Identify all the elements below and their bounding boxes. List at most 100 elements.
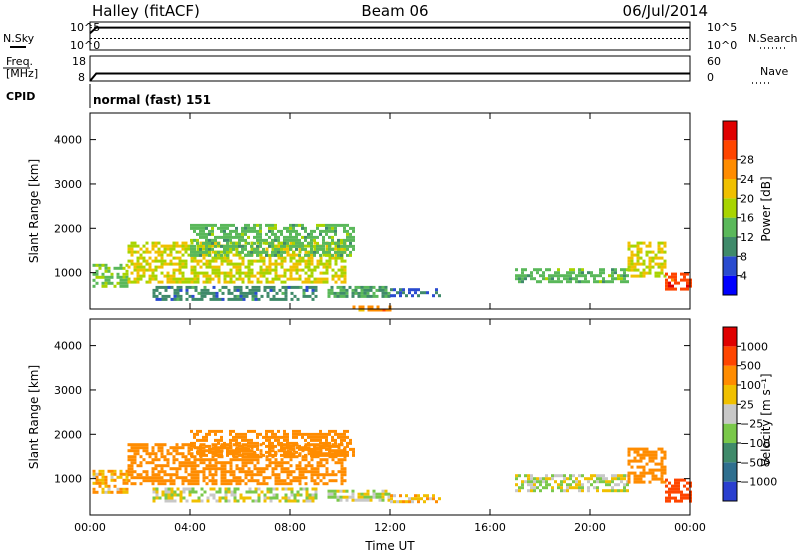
- data-cell: [301, 458, 305, 462]
- data-cell: [208, 229, 211, 233]
- data-cell: [206, 288, 210, 292]
- data-cell: [248, 496, 252, 500]
- data-cell: [250, 268, 254, 272]
- date-title: 06/Jul/2014: [623, 2, 708, 20]
- data-cell: [316, 464, 320, 468]
- data-cell: [337, 256, 341, 260]
- data-cell: [554, 474, 557, 478]
- data-cell: [346, 450, 349, 454]
- colorbar-tick-label: 12: [740, 231, 754, 244]
- colorbar-segment: [723, 462, 737, 482]
- data-cell: [328, 244, 331, 248]
- data-cell: [214, 265, 218, 269]
- data-cell: [175, 452, 179, 456]
- data-cell: [199, 259, 203, 263]
- data-cell: [184, 244, 188, 248]
- data-cell: [172, 271, 176, 275]
- data-cell: [426, 494, 429, 498]
- data-cell: [259, 229, 262, 233]
- data-cell: [307, 464, 311, 468]
- data-cell: [322, 244, 325, 248]
- data-cell: [578, 474, 581, 478]
- data-cell: [220, 453, 223, 457]
- data-cell: [251, 297, 255, 301]
- data-cell: [119, 281, 123, 285]
- data-cell: [152, 294, 156, 298]
- data-cell: [250, 438, 253, 442]
- data-cell: [642, 450, 646, 454]
- data-cell: [211, 232, 214, 236]
- data-cell: [226, 253, 229, 257]
- data-cell: [388, 308, 392, 312]
- data-cell: [289, 450, 292, 454]
- power-data: [92, 223, 692, 312]
- data-cell: [241, 238, 244, 242]
- data-cell: [196, 274, 200, 278]
- data-cell: [193, 244, 196, 248]
- data-cell: [196, 277, 200, 281]
- data-cell: [325, 447, 328, 451]
- data-cell: [349, 447, 352, 451]
- data-cell: [284, 496, 288, 500]
- data-cell: [572, 271, 575, 275]
- data-cell: [325, 223, 328, 227]
- data-cell: [235, 432, 238, 436]
- data-cell: [211, 476, 215, 480]
- data-cell: [319, 453, 322, 457]
- data-cell: [620, 477, 623, 481]
- data-cell: [256, 250, 259, 254]
- data-cell: [266, 490, 270, 494]
- data-cell: [130, 247, 134, 251]
- data-cell: [107, 469, 111, 473]
- data-cell: [265, 476, 269, 480]
- data-cell: [305, 487, 309, 491]
- data-cell: [295, 435, 298, 439]
- data-cell: [569, 280, 572, 284]
- data-cell: [116, 487, 120, 491]
- data-cell: [310, 470, 314, 474]
- data-cell: [257, 493, 261, 497]
- data-cell: [244, 229, 247, 233]
- data-cell: [223, 229, 226, 233]
- data-cell: [211, 238, 214, 242]
- data-cell: [665, 284, 668, 288]
- data-cell: [229, 235, 232, 239]
- data-cell: [238, 244, 241, 248]
- data-cell: [390, 294, 393, 298]
- data-cell: [236, 487, 240, 491]
- data-cell: [283, 467, 287, 471]
- data-cell: [226, 280, 230, 284]
- data-cell: [314, 288, 318, 292]
- data-cell: [202, 250, 205, 254]
- data-cell: [181, 443, 185, 447]
- data-cell: [363, 294, 367, 298]
- data-cell: [259, 432, 262, 436]
- data-cell: [136, 452, 140, 456]
- data-cell: [295, 235, 298, 239]
- data-cell: [313, 482, 317, 486]
- data-cell: [331, 268, 335, 272]
- data-cell: [316, 473, 320, 477]
- data-cell: [343, 479, 347, 483]
- data-cell: [241, 229, 244, 233]
- data-cell: [342, 291, 346, 295]
- data-cell: [304, 277, 308, 281]
- data-cell: [205, 232, 208, 236]
- data-cell: [313, 235, 316, 239]
- data-cell: [277, 482, 281, 486]
- power-ylabel: Slant Range [km]: [27, 159, 41, 263]
- data-cell: [683, 275, 686, 279]
- data-cell: [220, 271, 224, 275]
- data-cell: [518, 474, 521, 478]
- data-cell: [259, 470, 263, 474]
- data-cell: [627, 241, 631, 245]
- data-cell: [217, 277, 221, 281]
- data-cell: [125, 284, 129, 288]
- data-cell: [319, 432, 322, 436]
- data-cell: [130, 443, 134, 447]
- data-cell: [645, 271, 649, 275]
- data-cell: [316, 447, 319, 451]
- data-cell: [157, 473, 161, 477]
- data-cell: [322, 250, 325, 254]
- data-cell: [343, 238, 346, 242]
